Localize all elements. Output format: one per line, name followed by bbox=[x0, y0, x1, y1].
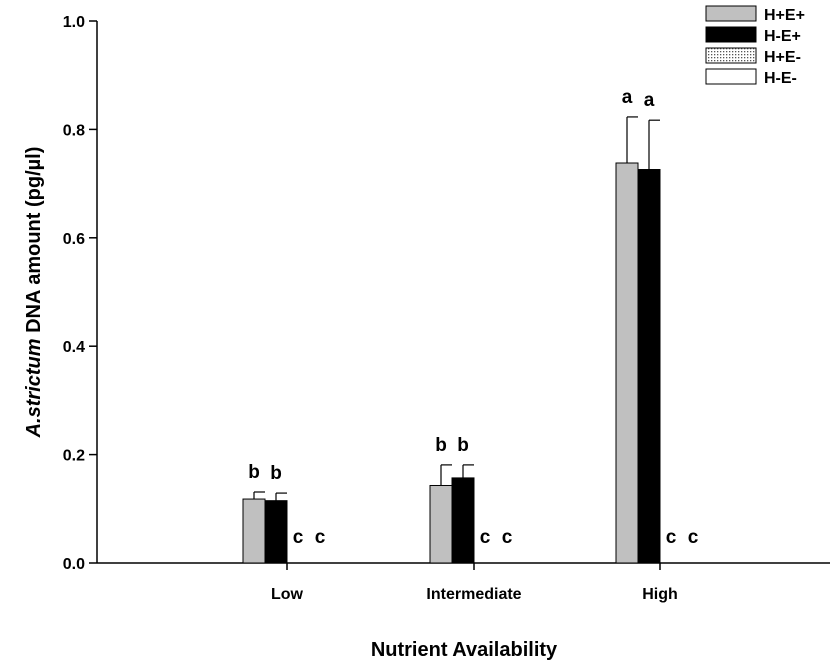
significance-letter: c bbox=[315, 527, 326, 548]
significance-letter: c bbox=[502, 527, 513, 548]
y-tick-label: 0.6 bbox=[63, 231, 85, 248]
legend: H+E+ H-E+ H+E- H-E- bbox=[705, 5, 805, 87]
legend-swatch-H-E+ bbox=[705, 26, 757, 43]
y-tick-label: 0.4 bbox=[63, 339, 85, 356]
x-tick-label-low: Low bbox=[271, 586, 304, 603]
bar-H+E+-high bbox=[615, 162, 639, 564]
significance-letter: c bbox=[666, 527, 677, 548]
error-bars bbox=[253, 116, 660, 501]
x-ticks: Low Intermediate High bbox=[271, 563, 678, 603]
legend-label-H-E-: H-E- bbox=[764, 70, 797, 87]
y-tick-label: 0.0 bbox=[63, 556, 85, 573]
y-ticks: 0.0 0.2 0.4 0.6 0.8 1.0 bbox=[63, 14, 97, 573]
significance-letter: c bbox=[293, 527, 304, 548]
bar-H+E+-low bbox=[242, 498, 266, 564]
y-tick-label: 0.2 bbox=[63, 448, 85, 465]
significance-letter: b bbox=[435, 435, 447, 456]
legend-swatch-H+E- bbox=[705, 47, 757, 64]
y-tick-label: 1.0 bbox=[63, 14, 85, 31]
bars bbox=[242, 162, 661, 564]
legend-label-H+E+: H+E+ bbox=[764, 7, 805, 24]
y-axis-title-rest: DNA amount (pg/µl) bbox=[23, 147, 45, 339]
legend-swatch-H+E+ bbox=[705, 5, 757, 22]
significance-letter: a bbox=[644, 90, 655, 111]
y-tick-label: 0.8 bbox=[63, 122, 85, 139]
significance-letter: b bbox=[248, 462, 260, 483]
legend-label-H+E-: H+E- bbox=[764, 49, 801, 66]
bar-H-E+-low bbox=[264, 500, 288, 564]
legend-swatch-H-E- bbox=[705, 68, 757, 85]
x-tick-label-high: High bbox=[642, 586, 678, 603]
bar-H-E+-high bbox=[637, 169, 661, 564]
legend-label-H-E+: H-E+ bbox=[764, 28, 801, 45]
bar-H-E+-intermediate bbox=[451, 477, 475, 564]
significance-letter: b bbox=[457, 435, 469, 456]
y-axis-title-italic: A.strictum bbox=[23, 338, 45, 438]
significance-letter: b bbox=[270, 463, 282, 484]
x-tick-label-intermediate: Intermediate bbox=[426, 586, 521, 603]
bar-H+E+-intermediate bbox=[429, 484, 453, 564]
significance-letter: c bbox=[480, 527, 491, 548]
y-axis-title: A.strictum DNA amount (pg/µl) bbox=[23, 147, 45, 439]
significance-letter: c bbox=[688, 527, 699, 548]
x-axis-title: Nutrient Availability bbox=[371, 639, 558, 661]
significance-letter: a bbox=[622, 87, 633, 108]
